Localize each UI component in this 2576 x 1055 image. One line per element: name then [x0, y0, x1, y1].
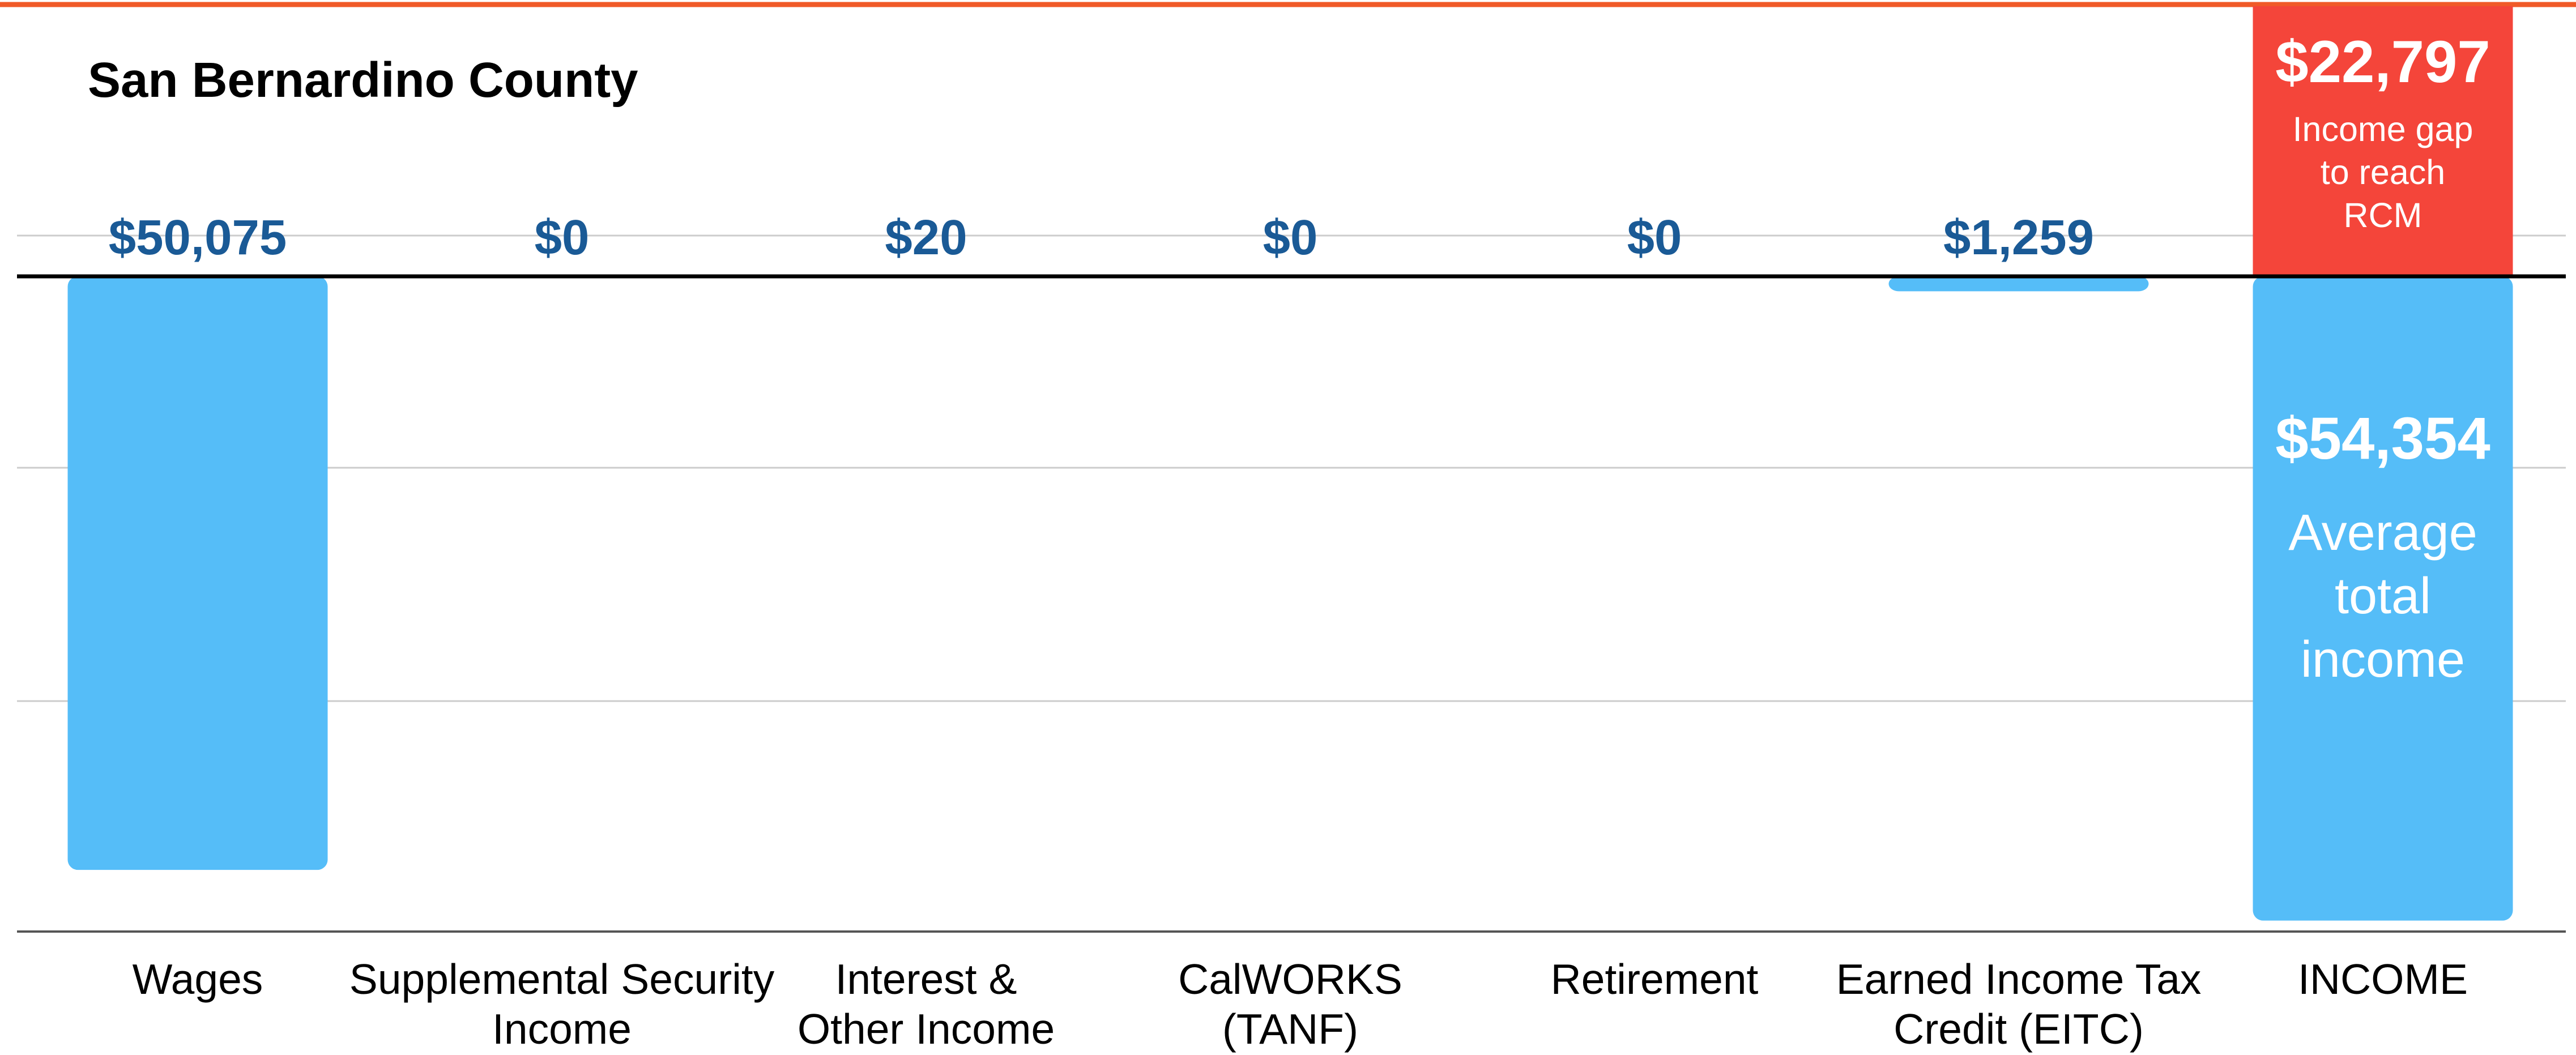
x-tick-label: CalWORKS (TANF) [1178, 955, 1402, 1053]
bar [1888, 276, 2149, 292]
value-label: $50,075 [108, 210, 287, 265]
x-tick-label: Interest & Other Income [797, 955, 1055, 1053]
value-label: $0 [1627, 210, 1682, 265]
x-tick-label: Supplemental Security Income [349, 955, 775, 1053]
bar [2253, 276, 2513, 921]
total-value-label: $54,354 [2275, 405, 2490, 472]
gap-label: Income gap to reach RCM [2292, 110, 2473, 234]
gap-value-label: $22,797 [2275, 29, 2490, 95]
value-label: $20 [885, 210, 967, 265]
x-tick-label: Wages [132, 955, 263, 1003]
value-label: $0 [1263, 210, 1318, 265]
value-label: $1,259 [1943, 210, 2095, 265]
bar [67, 276, 328, 870]
total-label: Average total income [2288, 505, 2477, 688]
value-label: $0 [534, 210, 590, 265]
x-tick-label: Earned Income Tax Credit (EITC) [1836, 955, 2202, 1053]
x-tick-label: INCOME [2298, 955, 2468, 1003]
chart-title: San Bernardino County [88, 53, 638, 108]
gap-bar [2253, 6, 2513, 276]
x-tick-label: Retirement [1550, 955, 1759, 1003]
